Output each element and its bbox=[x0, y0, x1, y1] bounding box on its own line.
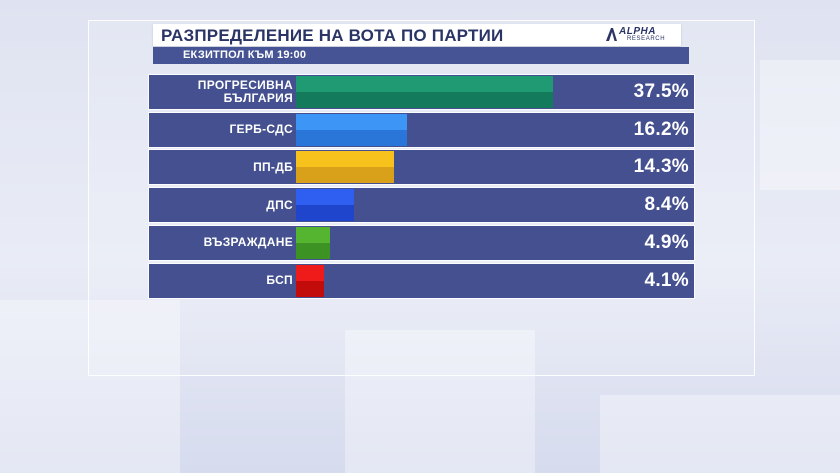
bar-category-label: ДПС bbox=[153, 188, 293, 222]
bar-value-label: 8.4% bbox=[644, 194, 689, 216]
bar-category-label-line: БСП bbox=[266, 273, 293, 287]
bar bbox=[296, 151, 395, 184]
title-bar: РАЗПРЕДЕЛЕНИЕ НА ВОТА ПО ПАРТИИ ALPHA RE… bbox=[153, 24, 681, 46]
background-tile bbox=[600, 395, 840, 473]
bar-highlight bbox=[296, 113, 408, 130]
bar bbox=[296, 226, 330, 259]
bar-value-label: 16.2% bbox=[633, 118, 689, 140]
bar-category-label: ПП-ДБ bbox=[153, 150, 293, 184]
bar-shade bbox=[296, 129, 408, 146]
logo-sub-text: RESEARCH bbox=[627, 36, 666, 42]
subtitle-bar: ЕКЗИТПОЛ КЪМ 19:00 bbox=[153, 47, 689, 64]
bar-value-label: 4.9% bbox=[644, 231, 689, 253]
bar-category-label-line: ВЪЗРАЖДАНЕ bbox=[203, 235, 293, 250]
bar-category-label-line: ДПС bbox=[266, 197, 293, 212]
bar-highlight bbox=[296, 76, 554, 92]
bar-highlight bbox=[296, 189, 354, 206]
background-tile bbox=[345, 330, 535, 473]
alpha-research-logo: ALPHA RESEARCH bbox=[603, 26, 673, 44]
bar-row: ВЪЗРАЖДАНЕ 4.9% bbox=[149, 225, 694, 260]
bar-shade bbox=[296, 280, 325, 297]
bar-row: БСП 4.1% bbox=[149, 263, 694, 298]
bar-shade bbox=[296, 92, 554, 108]
bar-shade bbox=[296, 205, 354, 222]
bar-shade bbox=[296, 167, 395, 184]
logo-main-text: ALPHA bbox=[619, 26, 656, 37]
chart-subtitle: ЕКЗИТПОЛ КЪМ 19:00 bbox=[183, 49, 307, 61]
bar-category-label-line: БЪЛГАРИЯ bbox=[223, 91, 293, 105]
background-tile bbox=[760, 60, 840, 190]
bar-row: ПП-ДБ 14.3% bbox=[149, 150, 694, 185]
bar-value-label: 14.3% bbox=[633, 156, 689, 178]
bar bbox=[296, 264, 325, 297]
bar-value-label: 37.5% bbox=[633, 81, 689, 102]
bar bbox=[296, 113, 408, 146]
bar-category-label-line: ПРОГРЕСИВНА bbox=[197, 78, 293, 92]
alpha-logo-icon bbox=[606, 28, 617, 41]
bar-category-label: БСП bbox=[153, 264, 293, 298]
bar-category-label-line: ПП-ДБ bbox=[253, 159, 293, 174]
bar-highlight bbox=[296, 264, 325, 281]
bar-category-label: ПРОГРЕСИВНА БЪЛГАРИЯ bbox=[153, 75, 293, 109]
bar-shade bbox=[296, 242, 330, 259]
bar-highlight bbox=[296, 151, 395, 168]
bar-row: ПРОГРЕСИВНА БЪЛГАРИЯ 37.5% bbox=[149, 75, 694, 109]
chart-title: РАЗПРЕДЕЛЕНИЕ НА ВОТА ПО ПАРТИИ bbox=[161, 26, 504, 45]
bar-row: ГЕРБ-СДС 16.2% bbox=[149, 112, 694, 147]
bar-value-label: 4.1% bbox=[644, 269, 689, 291]
bar-row: ДПС 8.4% bbox=[149, 188, 694, 223]
bar-highlight bbox=[296, 226, 330, 243]
bar-category-label: ГЕРБ-СДС bbox=[153, 113, 293, 147]
background-tile bbox=[0, 300, 180, 473]
bar bbox=[296, 76, 554, 108]
bar-category-label: ВЪЗРАЖДАНЕ bbox=[153, 226, 293, 260]
bar bbox=[296, 189, 354, 222]
bar-category-label-line: ГЕРБ-СДС bbox=[229, 122, 293, 137]
